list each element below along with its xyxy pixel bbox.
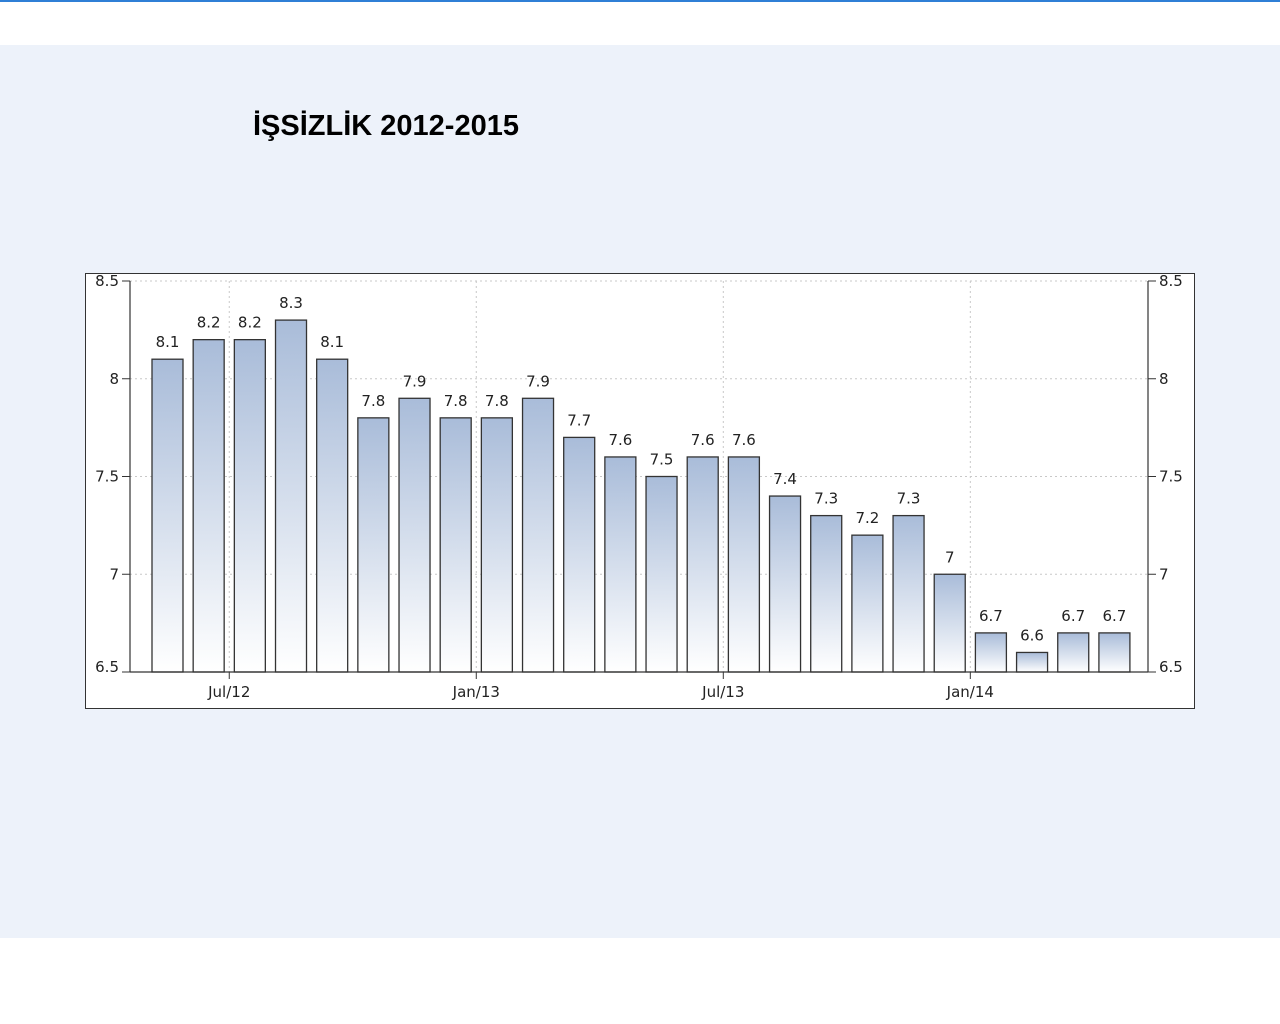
y-tick-label-left: 6.5 [95, 658, 119, 676]
bar-value-label: 7 [945, 548, 955, 566]
x-tick-label: Jul/12 [207, 683, 250, 701]
bar [810, 514, 843, 673]
x-tick-label: Jul/13 [701, 683, 744, 701]
bar-value-label: 7.6 [732, 431, 756, 449]
bar-value-label: 6.6 [1020, 626, 1044, 644]
bar [233, 339, 266, 673]
bar-value-label: 7.3 [814, 490, 838, 508]
bar [1098, 632, 1131, 673]
bar [439, 417, 472, 673]
bar-value-label: 7.4 [773, 470, 797, 488]
bar-value-label: 8.3 [279, 294, 303, 312]
bar [151, 358, 184, 673]
y-tick-label-left: 7 [109, 565, 119, 583]
bar [480, 417, 514, 673]
x-tick-label: Jan/14 [946, 683, 994, 701]
bar [521, 397, 555, 673]
bar-value-label: 6.7 [1061, 607, 1085, 625]
y-tick-label-left: 7.5 [95, 468, 119, 486]
y-tick-label-right: 7.5 [1159, 468, 1183, 486]
bar-value-label: 7.9 [526, 372, 550, 390]
bar-value-label: 6.7 [1102, 607, 1126, 625]
y-tick-label-right: 6.5 [1159, 658, 1183, 676]
bar [316, 358, 349, 673]
bar [604, 456, 637, 673]
bar-value-label: 7.6 [691, 431, 715, 449]
bar [686, 456, 719, 673]
bar-value-label: 7.2 [855, 509, 879, 527]
bar [933, 573, 966, 673]
bar-value-label: 7.6 [608, 431, 632, 449]
y-tick-label-left: 8.5 [95, 274, 119, 290]
bar-value-label: 8.1 [156, 333, 180, 351]
bar-value-label: 7.3 [897, 490, 921, 508]
bar-value-label: 7.8 [361, 392, 385, 410]
y-tick-label-left: 8 [109, 370, 119, 388]
bar [892, 514, 925, 673]
y-tick-label-right: 7 [1159, 565, 1169, 583]
bar-value-label: 7.8 [485, 392, 509, 410]
top-accent-line [0, 0, 1280, 2]
bar-value-label: 8.2 [197, 314, 221, 332]
bar [645, 475, 678, 673]
bar-value-label: 8.2 [238, 314, 262, 332]
bar [563, 436, 596, 673]
bar [1057, 632, 1090, 673]
bar [357, 417, 390, 673]
y-tick-label-right: 8 [1159, 370, 1169, 388]
chart-svg: 6.5 6.5 7 7 7.5 7.5 8 8 8.5 8.5 8.1 8.2 8.2 8.3 8.1 7.8… [95, 274, 1183, 701]
bar [1015, 651, 1049, 673]
bar-value-label: 8.1 [320, 333, 344, 351]
bar [974, 632, 1008, 673]
bar [727, 456, 761, 673]
bar [768, 495, 802, 673]
slide-title: İŞSİZLİK 2012-2015 [253, 110, 519, 142]
bar-value-label: 7.8 [444, 392, 468, 410]
bar [192, 339, 225, 673]
y-tick-label-right: 8.5 [1159, 274, 1183, 290]
bar-value-label: 7.5 [650, 451, 674, 469]
bar-value-label: 7.9 [403, 372, 427, 390]
x-tick-label: Jan/13 [452, 683, 500, 701]
unemployment-bar-chart: 6.5 6.5 7 7 7.5 7.5 8 8 8.5 8.5 8.1 8.2 8.2 8.3 8.1 7.8… [85, 273, 1195, 709]
bar-value-label: 6.7 [979, 607, 1003, 625]
bar [398, 397, 431, 673]
bar [851, 534, 884, 673]
bar-value-label: 7.7 [567, 411, 591, 429]
bar [274, 319, 308, 673]
